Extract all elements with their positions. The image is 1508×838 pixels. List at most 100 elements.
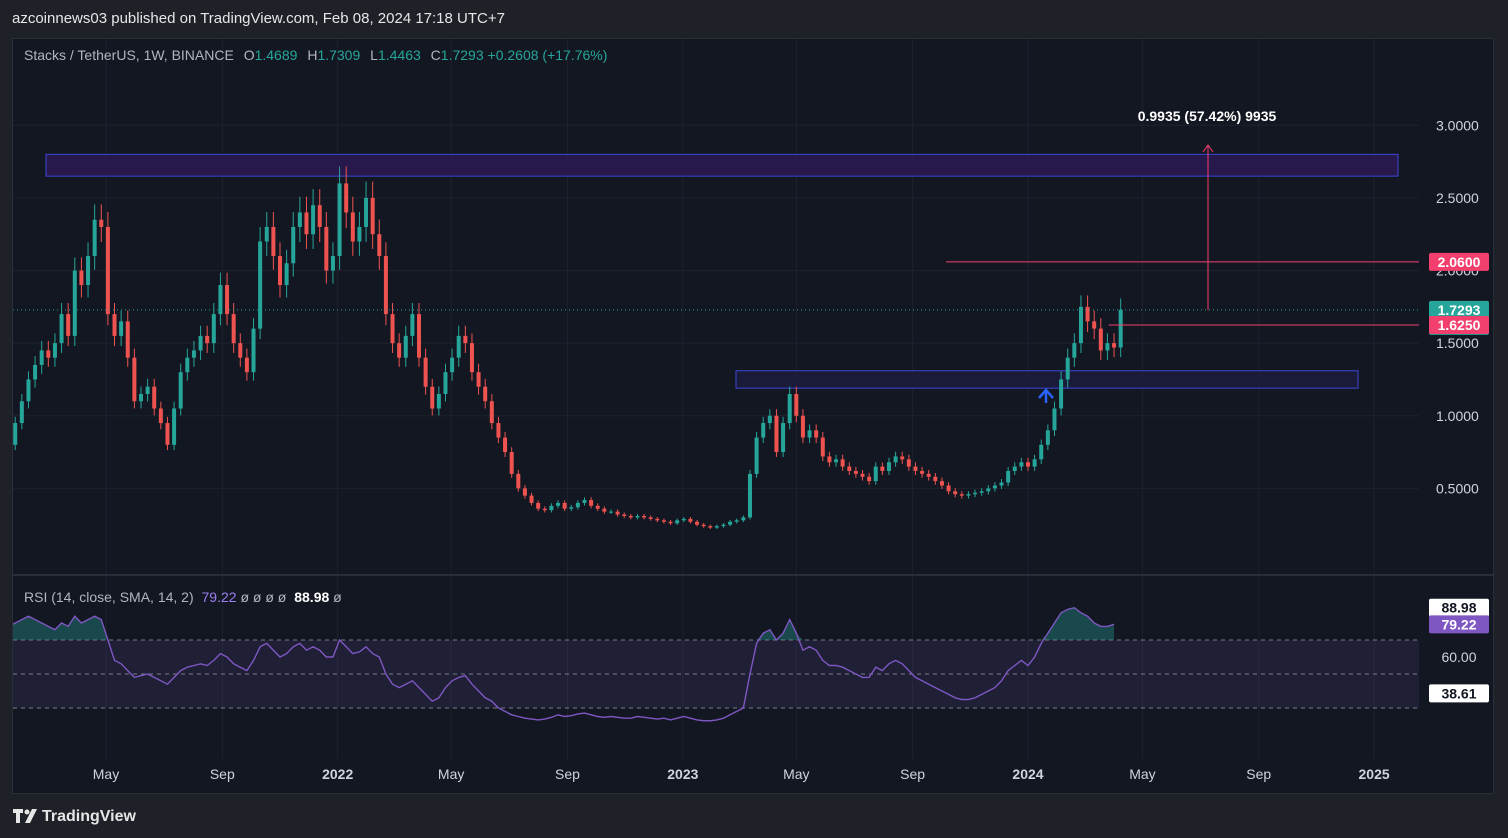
symbol-name[interactable]: Stacks / TetherUS, 1W, BINANCE [24,47,234,63]
candle-body [370,197,375,235]
candle-body [920,470,925,474]
candle-body [238,343,243,358]
candle-body [893,456,898,463]
candle-body [913,466,918,471]
candle-body [668,521,673,524]
candle-body [635,515,640,518]
candle-body [165,423,170,445]
time-tick-label: 2025 [1359,766,1390,782]
candle-body [986,488,991,492]
candle-body [390,314,395,344]
candle-body [529,495,534,503]
rsi-label[interactable]: RSI (14, close, SMA, 14, 2) [24,589,194,605]
candle-body [145,386,150,394]
candle-body [900,456,905,460]
candle-body [1072,343,1077,358]
candle-body [72,270,77,336]
rsi-tick-label: 88.98 [1441,600,1476,616]
candle-body [152,386,157,409]
candle-body [761,423,766,438]
candle-body [595,505,600,509]
tradingview-brand[interactable]: TradingView [42,808,136,825]
candle-body [549,505,554,511]
candle-body [767,415,772,424]
time-tick-label: May [438,766,464,782]
candle-body [622,514,627,516]
candle-body [648,517,653,519]
candle-body [628,515,633,518]
candle-body [19,401,24,424]
candle-body [834,459,839,463]
candle-body [397,343,402,358]
candle-body [1039,444,1044,460]
candle-body [377,234,382,257]
footer [0,794,1508,838]
price-tag-0 [1429,252,1489,271]
candle-body [489,401,494,424]
candle-body [873,466,878,482]
candle-body [211,314,216,344]
candle-body [297,212,302,227]
candle-body [787,393,792,424]
candle-body [695,521,700,525]
candle-body [820,437,825,457]
rsi-tag-0 [1429,598,1489,617]
candle-body [847,466,852,471]
candle-body [456,335,461,358]
candle-body [1045,430,1050,445]
candle-body [992,485,997,489]
candle-body [608,511,613,513]
open-value: 1.4689 [254,47,298,63]
candle-body [311,205,316,235]
price-chart-svg[interactable]: 0.9935 (57.42%) 9935 0.5000 1.0000 1.5000 2.… [13,39,1494,794]
candle-body [410,314,415,336]
candle-body [92,219,97,257]
chart-panel[interactable]: 0.9935 (57.42%) 9935 0.5000 1.0000 1.5000 2.… [12,38,1494,794]
candle-body [575,502,580,508]
candle-body [1032,459,1037,467]
candle-body [542,508,547,511]
close-value: 1.7293 [440,47,484,63]
high-value: 1.7309 [317,47,361,63]
price-tag-2 [1429,316,1489,334]
candle-body [1118,309,1123,348]
candle-body [99,219,104,227]
candle-body [933,476,938,482]
candle-body [1065,357,1070,380]
candle-body [1052,408,1057,431]
ohlc-legend: Stacks / TetherUS, 1W, BINANCE O1.4689 H… [24,47,607,63]
time-tick-label: 2024 [1012,766,1043,782]
candle-body [225,285,230,315]
time-tick-label: Sep [210,766,235,782]
candle-body [602,508,607,512]
rsi-tag-3 [1429,684,1489,703]
candle-body [383,256,388,315]
rsi-tick-label: 60.00 [1441,649,1476,665]
support-zone [735,370,1359,389]
candle-body [728,521,733,525]
candle-body [536,502,541,509]
candle-body [344,183,349,213]
candle-body [522,488,527,496]
rsi-overbought-fill [13,607,1115,640]
candle-body [946,485,951,492]
rsi-tick-label: 79.22 [1441,616,1476,632]
measure-label: 0.9935 (57.42%) 9935 [1138,108,1277,124]
candle-body [953,491,958,495]
candle-body [59,314,64,344]
resistance-zone [45,153,1399,177]
low-value: 1.4463 [377,47,421,63]
time-tick-label: May [783,766,809,782]
tradingview-logo-icon[interactable] [13,808,39,824]
candle-body [403,335,408,358]
candle-body [46,350,51,358]
time-tick-label: Sep [900,766,925,782]
candle-body [324,226,329,271]
candle-body [741,517,746,521]
candle-body [79,270,84,286]
candle-body [304,212,309,235]
rsi-legend: RSI (14, close, SMA, 14, 2) 79.22 ø ø ø … [24,589,342,605]
rsi-value: 79.22 [201,589,237,605]
candle-body [483,386,488,402]
candle-body [1092,321,1097,329]
